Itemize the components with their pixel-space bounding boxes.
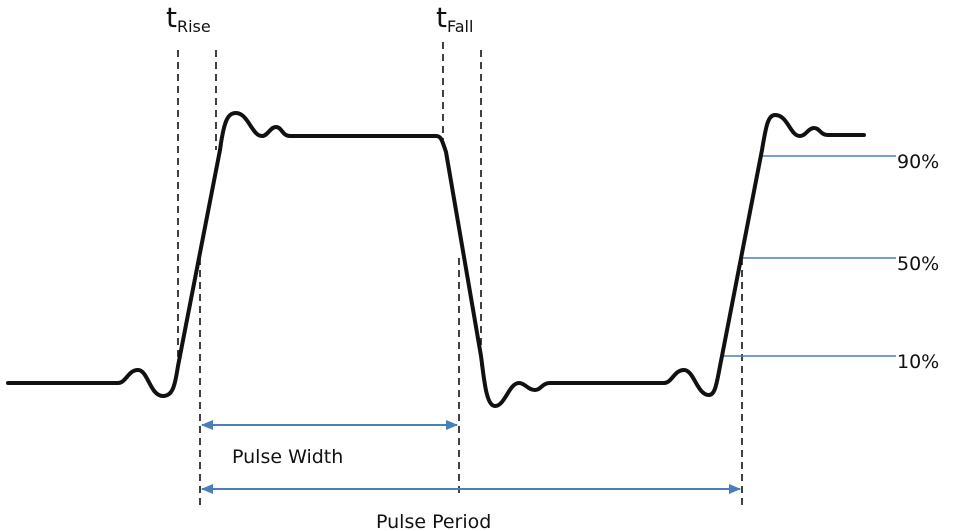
fall-time-symbol: t: [436, 1, 447, 34]
rise-time-symbol: t: [166, 1, 177, 34]
level-10-label: 10%: [897, 351, 939, 373]
level-90-label: 90%: [897, 151, 939, 173]
level-lines: [720, 155, 896, 357]
guide-lines: [177, 42, 743, 505]
rise-time-subscript: Rise: [177, 17, 211, 36]
fall-time-subscript: Fall: [447, 17, 473, 36]
level-50-label: 50%: [897, 253, 939, 275]
pulse-width-label: Pulse Width: [232, 446, 343, 468]
pulse-waveform: [6, 111, 866, 408]
pulse-period-label: Pulse Period: [376, 511, 491, 531]
fall-time-label: tFall: [436, 1, 473, 36]
rise-time-label: tRise: [166, 1, 211, 36]
